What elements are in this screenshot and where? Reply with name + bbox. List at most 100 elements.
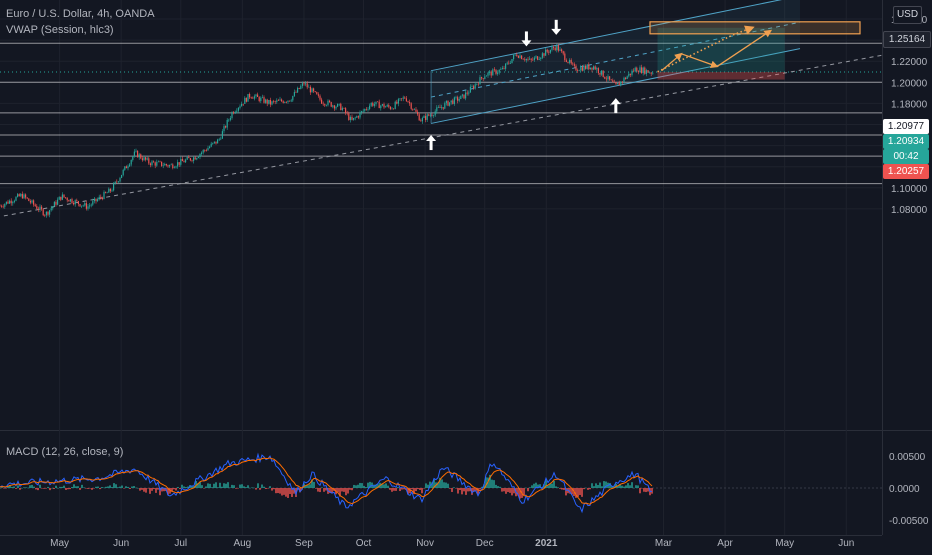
candle-body bbox=[181, 158, 183, 162]
macd-histogram-bar bbox=[147, 488, 149, 489]
candle-body bbox=[68, 200, 70, 202]
macd-axis-label: 0.0000 bbox=[889, 484, 920, 495]
candle-body bbox=[618, 83, 620, 86]
candle-body bbox=[429, 114, 431, 116]
candle-body bbox=[457, 97, 459, 101]
symbol-title[interactable]: Euro / U.S. Dollar, 4h, OANDA bbox=[6, 8, 155, 20]
candle-body bbox=[423, 116, 425, 118]
candle-body bbox=[466, 92, 468, 94]
macd-histogram-bar bbox=[251, 487, 253, 488]
candle-body bbox=[29, 201, 31, 203]
candle-body bbox=[642, 67, 644, 74]
macd-histogram-bar bbox=[479, 488, 481, 490]
macd-histogram-bar bbox=[429, 481, 431, 488]
candle-body bbox=[2, 206, 4, 208]
macd-histogram-bar bbox=[175, 488, 177, 491]
candle-body bbox=[548, 51, 550, 53]
candle-body bbox=[540, 57, 542, 60]
candle-body bbox=[44, 215, 46, 216]
currency-button[interactable]: USD bbox=[893, 6, 922, 24]
macd-histogram-bar bbox=[75, 486, 77, 488]
candle-body bbox=[241, 103, 243, 107]
channel-line bbox=[430, 0, 783, 72]
candle-body bbox=[103, 191, 105, 200]
macd-histogram-bar bbox=[91, 488, 93, 490]
macd-histogram-bar bbox=[203, 488, 205, 489]
candle-body bbox=[117, 181, 119, 183]
macd-legend[interactable]: MACD (12, 26, close, 9) bbox=[6, 446, 124, 458]
candle-body bbox=[108, 188, 110, 193]
macd-histogram-bar bbox=[597, 485, 599, 488]
candle-body bbox=[493, 69, 495, 71]
candle-body bbox=[301, 83, 303, 87]
candle-body bbox=[239, 106, 241, 108]
candle-body bbox=[321, 99, 323, 104]
macd-histogram-bar bbox=[499, 486, 501, 488]
candle-body bbox=[61, 194, 63, 200]
long-trendline bbox=[0, 54, 885, 218]
candle-body bbox=[255, 94, 257, 97]
candle-body bbox=[73, 202, 75, 205]
macd-histogram-bar bbox=[125, 486, 127, 488]
candle-body bbox=[101, 197, 103, 200]
macd-histogram-bar bbox=[353, 484, 355, 488]
macd-histogram-bar bbox=[247, 485, 249, 488]
candle-body bbox=[465, 92, 467, 99]
candle-body bbox=[561, 49, 563, 52]
macd-histogram-bar bbox=[559, 488, 561, 489]
candle-body bbox=[397, 99, 399, 104]
macd-histogram-bar bbox=[181, 484, 183, 488]
candle-body bbox=[31, 200, 33, 203]
candle-body bbox=[434, 111, 436, 116]
candle-body bbox=[575, 65, 577, 71]
candle-body bbox=[351, 116, 353, 120]
candle-body bbox=[602, 70, 604, 77]
candle-body bbox=[601, 70, 603, 75]
candle-body bbox=[289, 100, 291, 102]
candle-body bbox=[565, 60, 567, 62]
macd-histogram-bar bbox=[285, 488, 287, 497]
candle-body bbox=[447, 100, 449, 106]
candle-body bbox=[77, 201, 79, 205]
macd-histogram-bar bbox=[291, 488, 293, 497]
candle-body bbox=[137, 150, 139, 158]
macd-histogram-bar bbox=[305, 485, 307, 488]
macd-histogram-bar bbox=[223, 483, 225, 488]
candle-body bbox=[234, 111, 236, 114]
candle-body bbox=[223, 126, 225, 132]
macd-histogram-bar bbox=[375, 484, 377, 488]
macd-histogram-bar bbox=[187, 486, 189, 488]
candle-body bbox=[380, 105, 382, 109]
candle-body bbox=[81, 205, 83, 207]
macd-histogram-bar bbox=[465, 488, 467, 495]
macd-histogram-bar bbox=[427, 484, 429, 488]
candle-body bbox=[489, 71, 491, 73]
vwap-legend[interactable]: VWAP (Session, hlc3) bbox=[6, 24, 114, 36]
candle-body bbox=[303, 83, 305, 85]
candle-body bbox=[517, 56, 519, 58]
candle-body bbox=[399, 98, 401, 100]
candle-body bbox=[189, 158, 191, 161]
macd-histogram-bar bbox=[227, 482, 229, 488]
macd-histogram-bar bbox=[215, 482, 217, 488]
macd-histogram-bar bbox=[489, 474, 491, 488]
time-axis-label: May bbox=[50, 538, 69, 549]
candle-body bbox=[596, 68, 598, 70]
macd-histogram-bar bbox=[449, 488, 451, 489]
candle-body bbox=[132, 156, 134, 160]
candle-body bbox=[367, 109, 369, 110]
macd-histogram-bar bbox=[447, 483, 449, 488]
candle-body bbox=[354, 117, 356, 119]
candle-body bbox=[604, 76, 606, 79]
candle-body bbox=[356, 116, 358, 118]
macd-histogram-bar bbox=[555, 486, 557, 488]
macd-histogram-bar bbox=[141, 488, 143, 490]
candle-body bbox=[476, 83, 478, 85]
macd-histogram-bar bbox=[211, 487, 213, 488]
macd-histogram-bar bbox=[269, 486, 271, 488]
candle-body bbox=[191, 160, 193, 161]
macd-histogram-bar bbox=[477, 488, 479, 494]
macd-histogram-bar bbox=[415, 488, 417, 492]
